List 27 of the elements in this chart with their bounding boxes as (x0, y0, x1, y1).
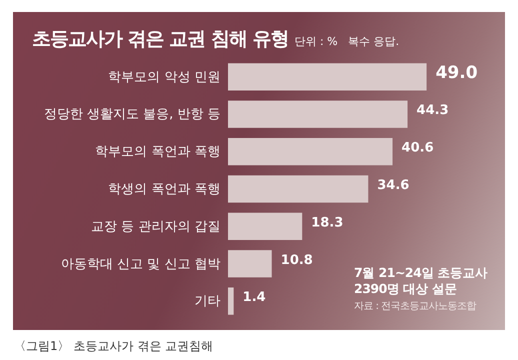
bar (228, 250, 272, 278)
y-tick-label: 교장 등 관리자의 갑질 (91, 219, 220, 234)
y-tick-label: 기타 (194, 294, 220, 310)
bar (228, 212, 302, 240)
data-label: 49.0 (436, 62, 478, 83)
data-label: 18.3 (311, 215, 344, 230)
bar (228, 100, 408, 128)
bar (228, 63, 427, 91)
chart-subtitle: 단위 : % 복수 응답. (294, 35, 400, 48)
bar (228, 138, 393, 166)
y-tick-label: 정당한 생활지도 불응, 반항 등 (44, 107, 220, 122)
y-tick-label: 아동학대 신고 및 신고 협박 (60, 256, 220, 272)
bar (228, 287, 234, 315)
y-tick-label: 학부모의 악성 민원 (108, 70, 220, 85)
chart-title: 초등교사가 겪은 교권 침해 유형 (32, 28, 288, 50)
annotation: 자료 : 전국초등교사노동조합 (354, 300, 478, 314)
bar (228, 175, 368, 203)
data-label: 34.6 (377, 178, 410, 193)
annotation: 7월 21~24일 초등교사 (354, 265, 488, 281)
text: 〈그림1〉 초등교사가 겪은 교권침해 (14, 338, 214, 355)
data-label: 10.8 (280, 252, 313, 268)
y-tick-label: 학부모의 폭언과 폭행 (95, 144, 220, 160)
data-label: 44.3 (416, 103, 449, 118)
data-label: 1.4 (242, 290, 266, 306)
data-label: 40.6 (402, 140, 434, 156)
annotation: 2390명 대상 설문 (354, 281, 458, 297)
y-tick-label: 학생의 폭언과 폭행 (108, 182, 220, 197)
